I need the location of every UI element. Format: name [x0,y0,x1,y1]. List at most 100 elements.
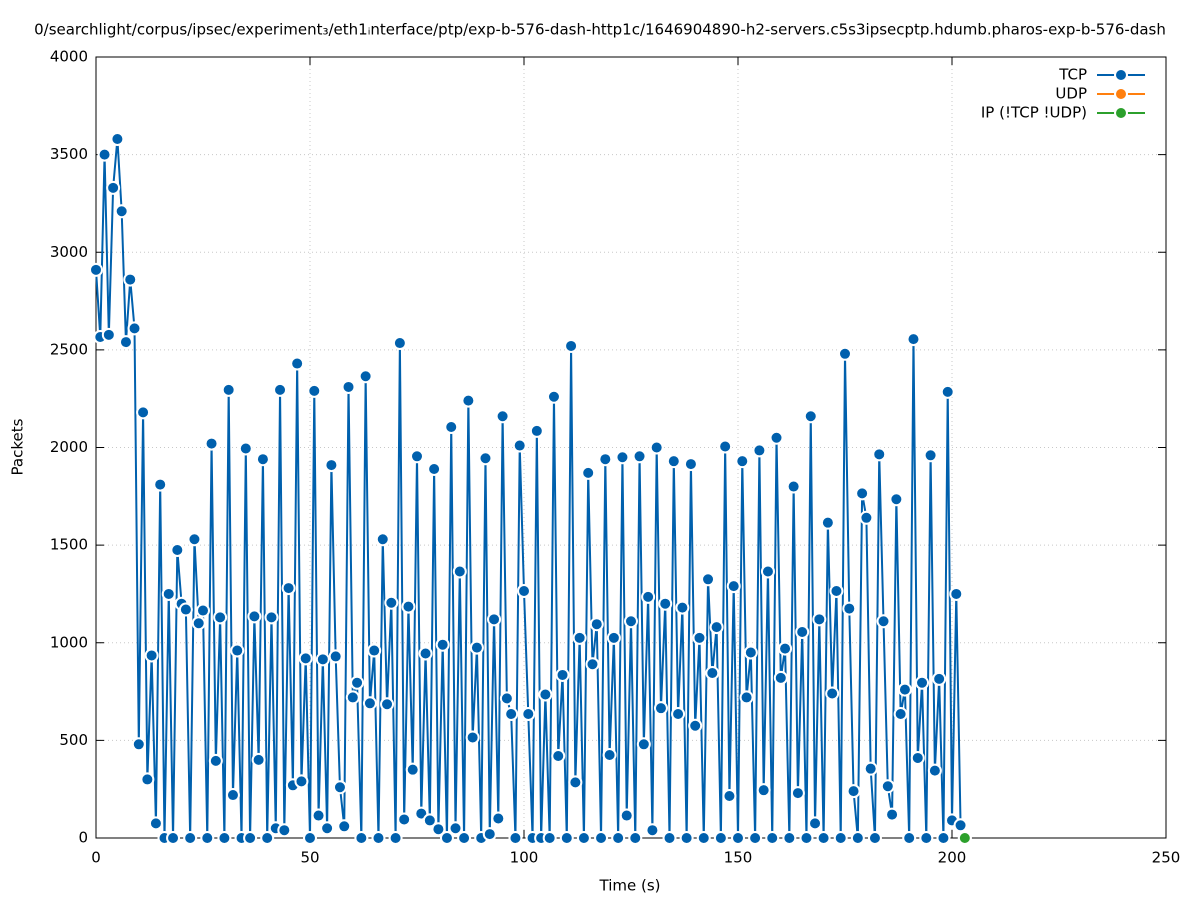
data-point [512,438,527,453]
data-point [337,819,352,834]
data-point [636,737,651,752]
data-point [97,147,112,162]
data-point [799,831,814,845]
data-point [953,818,968,833]
data-point [478,451,493,466]
data-point [696,831,711,845]
data-point [666,454,681,469]
data-point [812,612,827,627]
data-point [277,823,292,838]
data-point [140,772,155,787]
data-point [611,831,626,845]
data-point [294,774,309,789]
data-point [602,748,617,763]
data-point [658,596,673,611]
data-point [949,586,964,601]
data-point [641,589,656,604]
data-point [401,599,416,614]
data-point [183,831,198,845]
data-point [632,449,647,464]
data-point [551,748,566,763]
legend-label: UDP [1055,85,1087,103]
data-point [940,384,955,399]
data-point [418,646,433,661]
data-point [842,601,857,616]
data-point [303,831,317,845]
x-tick-label: 200 [938,849,967,867]
data-point [863,761,878,776]
data-point [410,449,424,464]
data-point [358,369,373,384]
data-point [166,831,181,845]
data-point [178,602,193,617]
data-point [778,641,793,656]
data-point [628,831,643,845]
data-point [521,707,536,722]
data-point [341,379,356,394]
data-point [328,649,343,664]
data-point [739,690,754,705]
data-point [589,617,604,632]
data-point [542,831,557,845]
data-point [598,452,613,467]
data-point [713,831,728,845]
y-tick-label: 3000 [50,243,88,261]
data-point [649,440,664,455]
data-point [606,630,621,645]
data-point [756,783,771,798]
data-point [217,831,232,845]
data-point [726,579,741,594]
data-point [816,831,831,845]
data-point [662,831,677,845]
data-point [679,831,694,845]
data-point [204,436,219,451]
data-point [902,831,917,845]
data-point [307,383,322,398]
data-point [482,827,497,842]
data-point [290,356,305,371]
data-point [880,779,895,794]
data-point [315,652,330,667]
data-point [773,670,788,685]
data-point [718,439,733,454]
data-point [375,532,390,547]
data-point [320,821,335,836]
data-point [645,823,660,838]
data-point [850,831,865,845]
data-point [213,610,228,625]
data-point [444,419,459,434]
data-point [820,515,835,530]
data-point [722,789,737,804]
data-point [392,336,407,351]
data-point [161,586,176,601]
data-point [367,643,382,658]
data-point [345,690,360,705]
y-axis-label: Packets [9,418,27,475]
data-point [572,630,587,645]
data-point [123,272,138,287]
data-point [191,616,206,631]
data-point [131,737,146,752]
data-point [529,423,544,438]
data-point [748,831,763,845]
data-point [465,730,480,745]
legend-swatch [1114,106,1128,120]
data-point [114,204,129,219]
data-point [196,603,210,618]
data-point [594,831,609,845]
legend-label: TCP [1058,66,1087,84]
data-point [624,614,638,629]
data-point [876,614,891,629]
data-point [350,675,365,690]
data-point [829,584,844,599]
data-point [431,822,446,837]
data-point [397,812,412,827]
y-tick-label: 2500 [50,340,88,358]
series-line [95,138,962,839]
y-tick-label: 500 [59,731,88,749]
data-point [915,675,930,690]
x-tick-label: 50 [300,849,319,867]
data-point [238,441,253,456]
data-point [435,637,450,652]
chart-title: 0/searchlight/corpus/ipsec/experiment₃/e… [34,21,1166,39]
